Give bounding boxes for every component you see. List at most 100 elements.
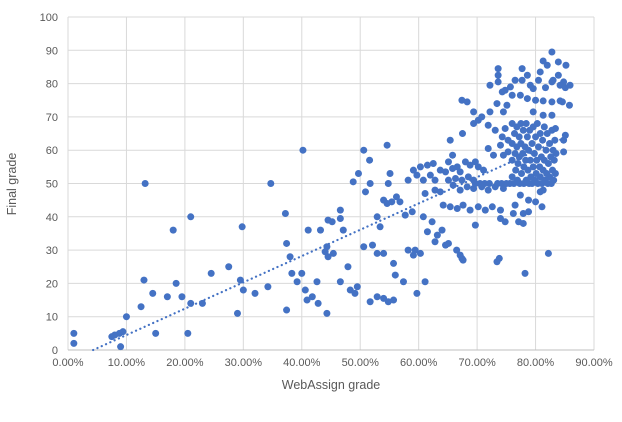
data-point bbox=[431, 238, 439, 246]
data-point bbox=[283, 239, 291, 247]
data-point bbox=[453, 204, 461, 212]
data-point bbox=[525, 196, 533, 204]
trendline bbox=[92, 135, 568, 352]
data-point bbox=[480, 166, 488, 174]
data-point bbox=[488, 203, 496, 211]
data-point bbox=[501, 125, 509, 133]
data-point bbox=[390, 296, 398, 304]
data-point bbox=[70, 339, 78, 347]
data-point bbox=[489, 151, 497, 159]
data-point bbox=[558, 98, 566, 106]
data-point bbox=[456, 186, 464, 194]
data-point bbox=[446, 136, 454, 144]
data-point bbox=[519, 126, 527, 134]
data-point bbox=[373, 293, 381, 301]
data-point bbox=[494, 78, 502, 86]
data-point bbox=[444, 239, 452, 247]
data-point bbox=[501, 218, 509, 226]
data-point bbox=[478, 113, 486, 121]
data-point bbox=[456, 168, 464, 176]
data-point bbox=[313, 278, 321, 286]
data-point bbox=[554, 58, 562, 66]
x-tick-label: 0.00% bbox=[52, 357, 83, 369]
data-point bbox=[152, 329, 160, 337]
data-point bbox=[518, 170, 526, 178]
data-point bbox=[536, 68, 544, 76]
data-point bbox=[499, 108, 507, 116]
data-point bbox=[514, 160, 522, 168]
data-point bbox=[283, 306, 291, 314]
x-tick-label: 20.00% bbox=[166, 357, 204, 369]
data-point bbox=[298, 269, 306, 277]
data-point bbox=[421, 278, 429, 286]
data-point bbox=[384, 298, 392, 306]
data-point bbox=[491, 126, 499, 134]
data-point bbox=[550, 176, 558, 184]
data-point bbox=[413, 171, 421, 179]
data-point bbox=[515, 133, 523, 141]
data-point bbox=[413, 289, 421, 297]
data-point bbox=[423, 228, 431, 236]
data-point bbox=[409, 166, 417, 174]
data-point bbox=[349, 178, 357, 186]
data-point bbox=[236, 276, 244, 284]
y-tick-label: 60 bbox=[46, 145, 58, 157]
data-point bbox=[366, 156, 374, 164]
data-points bbox=[70, 48, 574, 351]
data-point bbox=[522, 120, 530, 128]
data-point bbox=[426, 171, 434, 179]
data-point bbox=[458, 96, 466, 104]
data-point bbox=[299, 146, 307, 154]
data-point bbox=[512, 166, 520, 174]
data-point bbox=[539, 111, 547, 119]
data-point bbox=[561, 131, 569, 139]
data-point bbox=[451, 175, 459, 183]
data-point bbox=[251, 289, 259, 297]
data-point bbox=[474, 203, 482, 211]
data-point bbox=[560, 78, 568, 86]
gridlines bbox=[67, 16, 595, 351]
data-point bbox=[396, 198, 404, 206]
data-point bbox=[494, 65, 502, 73]
data-point bbox=[539, 136, 547, 144]
data-point bbox=[264, 283, 272, 291]
data-point bbox=[239, 286, 247, 294]
data-point bbox=[436, 166, 444, 174]
data-point bbox=[540, 123, 548, 131]
data-point bbox=[466, 206, 474, 214]
data-point bbox=[470, 108, 478, 116]
axis-tick-labels: 0.00% 10.00% 20.00% 30.00% 40.00% 50.00% 60.00… bbox=[40, 12, 613, 369]
data-point bbox=[551, 136, 559, 144]
data-point bbox=[373, 213, 381, 221]
data-point bbox=[538, 203, 546, 211]
data-point bbox=[516, 191, 524, 199]
data-point bbox=[498, 133, 506, 141]
y-tick-label: 20 bbox=[46, 278, 58, 290]
data-point bbox=[308, 293, 316, 301]
data-point bbox=[566, 81, 574, 89]
data-point bbox=[423, 161, 431, 169]
data-point bbox=[336, 278, 344, 286]
data-point bbox=[419, 213, 427, 221]
y-tick-label: 30 bbox=[46, 245, 58, 257]
data-point bbox=[439, 201, 447, 209]
data-point bbox=[542, 146, 550, 154]
y-axis-title: Final grade bbox=[5, 153, 19, 216]
data-point bbox=[449, 181, 457, 189]
y-tick-label: 0 bbox=[52, 345, 58, 357]
trendline-line bbox=[92, 135, 568, 352]
data-point bbox=[562, 61, 570, 69]
data-point bbox=[508, 173, 516, 181]
data-point bbox=[529, 85, 537, 93]
data-point bbox=[521, 269, 529, 277]
data-point bbox=[525, 146, 533, 154]
data-point bbox=[508, 156, 516, 164]
y-tick-label: 10 bbox=[46, 312, 58, 324]
data-point bbox=[404, 246, 412, 254]
x-tick-label: 10.00% bbox=[108, 357, 146, 369]
data-point bbox=[392, 193, 400, 201]
data-point bbox=[421, 189, 429, 197]
data-point bbox=[519, 209, 527, 217]
data-point bbox=[463, 98, 471, 106]
data-point bbox=[416, 249, 424, 257]
